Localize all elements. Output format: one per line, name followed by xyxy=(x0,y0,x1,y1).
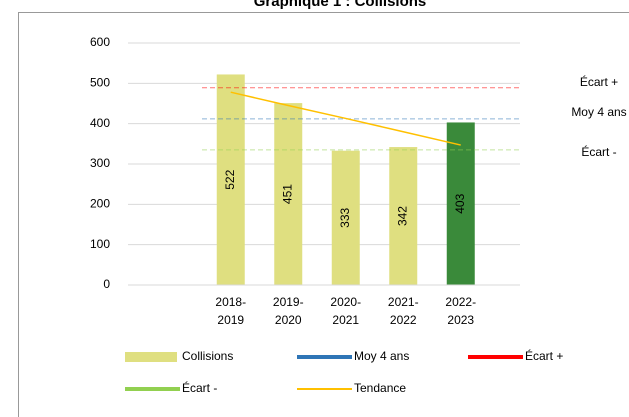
y-tick-label: 500 xyxy=(90,76,110,90)
bar xyxy=(331,150,360,285)
y-tick-label: 300 xyxy=(90,156,110,170)
bar xyxy=(389,147,418,285)
y-tick-label: 0 xyxy=(103,277,110,291)
y-tick-label: 200 xyxy=(90,197,110,211)
reference-label: Moy 4 ans xyxy=(571,105,626,119)
x-tick-label: 2019-2020 xyxy=(273,295,304,327)
data-label: 403 xyxy=(453,193,467,213)
x-tick-label: 2022-2023 xyxy=(445,295,476,327)
x-tick-label: 2020-2021 xyxy=(330,295,361,327)
y-tick-label: 600 xyxy=(90,35,110,49)
legend-label: Écart - xyxy=(182,380,217,395)
trend-line xyxy=(230,91,461,146)
legend-label: Moy 4 ans xyxy=(354,349,409,363)
x-tick-label: 2021-2022 xyxy=(388,295,419,327)
legend-label: Tendance xyxy=(354,381,406,395)
chart-title: Graphique 1 : Collisions xyxy=(254,0,427,10)
chart-frame xyxy=(18,12,629,417)
data-label: 333 xyxy=(338,208,352,228)
legend-label: Écart + xyxy=(525,348,563,363)
legend-label: Collisions xyxy=(182,349,233,363)
data-label: 342 xyxy=(395,206,409,226)
legend-swatch xyxy=(125,352,177,362)
reference-label: Écart - xyxy=(581,144,616,159)
x-tick-label: 2018-2019 xyxy=(215,295,246,327)
data-label: 522 xyxy=(223,169,237,189)
bar xyxy=(216,74,245,286)
bar xyxy=(274,103,303,285)
data-label: 451 xyxy=(280,184,294,204)
y-tick-label: 400 xyxy=(90,116,110,130)
y-tick-label: 100 xyxy=(90,237,110,251)
reference-label: Écart + xyxy=(580,74,618,89)
